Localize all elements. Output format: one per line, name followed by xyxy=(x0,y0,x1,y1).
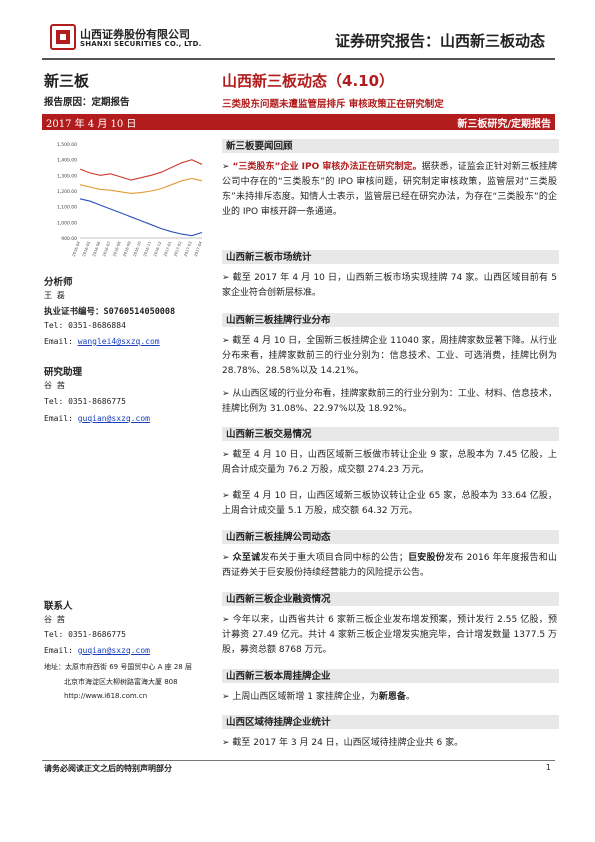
address-line-1: 地址：太原市府西街 69 号国贸中心 A 座 28 层 xyxy=(44,663,192,671)
assistant-label: 研究助理 xyxy=(44,367,83,378)
x-tick-label: 2016-11 xyxy=(142,240,152,257)
analyst-email-line: Email: wanglei4@sxzq.com xyxy=(44,337,160,346)
section-financing-body: ➢ 今年以来，山西省共计 6 家新三板企业发布增发预案，预计发行 2.55 亿股… xyxy=(222,615,558,655)
category-title: 新三板 xyxy=(44,72,90,90)
footer-divider xyxy=(42,760,555,761)
bullet-arrow-icon: ➢ xyxy=(222,692,233,702)
assistant-email-line: Email: guqian@sxzq.com xyxy=(44,414,150,423)
y-tick-label: 1,400.00 xyxy=(57,158,77,164)
news-headline: “三类股东”企业 IPO 审核办法正在研究制定。 xyxy=(232,162,422,172)
section-head-news: 新三板要闻回顾 xyxy=(222,139,559,153)
page-subtitle: 三类股东问题未遭监管层排斥 审核政策正在研究制定 xyxy=(222,99,444,110)
contact-email-link[interactable]: guqian@sxzq.com xyxy=(77,646,150,655)
x-tick-label: 2016-10 xyxy=(132,240,142,257)
x-tick-label: 2016-12 xyxy=(152,240,162,257)
section-head-company-news: 山西新三板挂牌公司动态 xyxy=(222,530,559,544)
x-tick-label: 2016-09 xyxy=(122,240,132,257)
analyst-name: 王 磊 xyxy=(44,291,65,300)
y-tick-label: 900.00 xyxy=(61,236,77,242)
section-trading-body-2: ➢ 截至 4 月 10 日，山西区域新三板协议转让企业 65 家，总股本为 33… xyxy=(222,491,557,516)
report-reason: 报告原因：定期报告 xyxy=(44,97,130,108)
section-head-pending: 山西区域待挂牌企业统计 xyxy=(222,715,559,729)
contact-name: 谷 茜 xyxy=(44,615,65,624)
x-tick-label: 2017-02 xyxy=(172,240,182,257)
index-line-chart: 1,500.00 1,400.00 1,300.00 1,200.00 1,100.00… xyxy=(57,142,203,257)
section-head-new-listings: 山西新三板本周挂牌企业 xyxy=(222,669,559,683)
section-industry-body-2: ➢ 从山西区域的行业分布看，挂牌家数前三的行业分别为：工业、材料、信息技术，挂牌… xyxy=(222,389,557,414)
date-band xyxy=(42,114,555,130)
page-title: 山西新三板动态（4.10） xyxy=(222,72,395,90)
y-tick-label: 1,200.00 xyxy=(57,189,77,195)
section-pending-body: ➢ 截至 2017 年 3 月 24 日，山西区域待挂牌企业共 6 家。 xyxy=(222,738,464,748)
section-head-industry: 山西新三板挂牌行业分布 xyxy=(222,313,559,327)
report-category: 新三板研究/定期报告 xyxy=(457,119,551,130)
bullet-arrow-icon: ➢ xyxy=(222,491,233,501)
y-tick-label: 1,100.00 xyxy=(57,205,77,211)
address-line-2: 北京市海淀区大柳树路富海大厦 808 xyxy=(64,678,178,686)
report-date: 2017 年 4 月 10 日 xyxy=(46,119,137,130)
news-detail: 据获悉，证监会正针对新三板挂牌公司中存在的“三类股东”的 IPO 审核问题，研究… xyxy=(222,162,557,217)
analyst-email-label: Email: xyxy=(44,337,78,346)
assistant-email-label: Email: xyxy=(44,414,78,423)
analyst-tel: Tel: 0351-8686884 xyxy=(44,321,126,330)
cert-number: S0760514050008 xyxy=(103,307,176,317)
header-divider xyxy=(42,58,555,60)
contact-email-label: Email: xyxy=(44,646,78,655)
website-link[interactable]: http://www.i618.com.cn xyxy=(64,692,148,700)
x-tick-label: 2016-08 xyxy=(111,240,121,257)
cert-line: 执业证书编号：S0760514050008 xyxy=(44,305,175,317)
bullet-arrow-icon: ➢ xyxy=(222,553,233,563)
series-line-1 xyxy=(79,159,203,181)
company-logo xyxy=(50,24,76,50)
series-line-2 xyxy=(79,177,203,194)
contact-tel: Tel: 0351-8686775 xyxy=(44,630,126,639)
section-head-market: 山西新三板市场统计 xyxy=(222,250,559,264)
y-tick-label: 1,500.00 xyxy=(57,142,77,148)
x-tick-label: 2016-06 xyxy=(91,240,101,257)
company-name-en: SHANXI SECURITIES CO., LTD. xyxy=(80,40,202,48)
x-tick-label: 2016-05 xyxy=(81,240,91,257)
y-tick-label: 1,000.00 xyxy=(57,220,77,226)
page-number: 1 xyxy=(545,763,551,772)
x-tick-label: 2017-03 xyxy=(183,240,193,257)
bullet-arrow-icon: ➢ xyxy=(222,450,233,460)
series-line-3 xyxy=(79,198,203,237)
x-tick-label: 2016-04 xyxy=(71,240,81,257)
contact-label: 联系人 xyxy=(44,601,73,612)
section-company-news-body: ➢ 众至诚发布关于重大项目合同中标的公告；巨安股份发布 2016 年年度报告和山… xyxy=(222,553,557,578)
x-tick-label: 2017-04 xyxy=(193,240,203,257)
assistant-email-link[interactable]: guqian@sxzq.com xyxy=(77,414,150,423)
x-tick-label: 2016-07 xyxy=(101,240,111,257)
analyst-label: 分析师 xyxy=(44,277,73,288)
bullet-arrow-icon: ➢ xyxy=(222,615,233,625)
section-trading-body-1: ➢ 截至 4 月 10 日，山西区域新三板做市转让企业 9 家，总股本为 7.4… xyxy=(222,450,557,475)
section-industry-body-1: ➢ 截至 4 月 10 日，全国新三板挂牌企业 11040 家，周挂牌家数显著下… xyxy=(222,336,557,376)
cert-label: 执业证书编号： xyxy=(44,307,104,317)
bullet-arrow-icon: ➢ xyxy=(222,162,233,172)
bullet-arrow-icon: ➢ xyxy=(222,389,233,399)
section-news-body: ➢ “三类股东”企业 IPO 审核办法正在研究制定。据获悉，证监会正针对新三板挂… xyxy=(222,160,557,220)
x-tick-label: 2017-01 xyxy=(162,240,172,257)
section-head-trading: 山西新三板交易情况 xyxy=(222,427,559,441)
section-head-financing: 山西新三板企业融资情况 xyxy=(222,592,559,606)
report-header-title: 证券研究报告：山西新三板动态 xyxy=(334,32,545,50)
y-tick-label: 1,300.00 xyxy=(57,173,77,179)
assistant-tel: Tel: 0351-8686775 xyxy=(44,397,126,406)
disclaimer-note: 请务必阅读正文之后的特别声明部分 xyxy=(44,764,172,773)
bullet-arrow-icon: ➢ xyxy=(222,273,233,283)
analyst-email-link[interactable]: wanglei4@sxzq.com xyxy=(77,337,160,346)
bullet-arrow-icon: ➢ xyxy=(222,336,233,346)
company-name-cn: 山西证券股份有限公司 xyxy=(80,28,190,41)
section-new-listings-body: ➢ 上周山西区域新增 1 家挂牌企业，为新恩备。 xyxy=(222,692,415,702)
assistant-name: 谷 茜 xyxy=(44,381,65,390)
section-market-body: ➢ 截至 2017 年 4 月 10 日，山西新三板市场实现挂牌 74 家。山西… xyxy=(222,273,558,298)
contact-email-line: Email: guqian@sxzq.com xyxy=(44,646,150,655)
bullet-arrow-icon: ➢ xyxy=(222,738,233,748)
